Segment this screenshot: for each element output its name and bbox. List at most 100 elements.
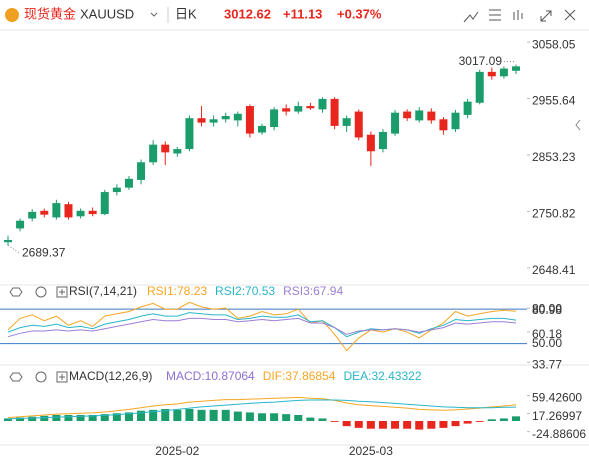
indicator-btn[interactable] xyxy=(463,11,479,23)
y-tick-label: 2853.23 xyxy=(532,150,576,164)
candle-body xyxy=(475,71,484,103)
macd-bar xyxy=(463,421,472,424)
reference-label: 50.00 xyxy=(532,336,562,350)
macd-bar xyxy=(354,421,363,428)
dropdown-arrow[interactable] xyxy=(150,12,158,17)
candle-body xyxy=(161,144,170,153)
macd-bar xyxy=(487,419,496,421)
y-tick-label: 59.42600 xyxy=(532,391,582,405)
settings-btn[interactable] xyxy=(489,9,501,21)
max-annotation: 3017.09 xyxy=(459,54,503,68)
y-tick-label: 17.26997 xyxy=(532,409,582,423)
candle-body xyxy=(100,192,109,215)
y-tick-label: 3058.05 xyxy=(532,37,576,51)
macd-bar xyxy=(112,413,121,421)
price: 3012.62 xyxy=(224,6,271,21)
expand-plus xyxy=(59,289,65,295)
macd-bar xyxy=(258,413,266,421)
macd-bar xyxy=(294,415,303,421)
macd-bar xyxy=(173,409,182,421)
x-tick-label: 2025-03 xyxy=(349,444,393,458)
period[interactable]: 日K xyxy=(175,6,197,21)
settings-icon[interactable] xyxy=(35,286,47,298)
macd-bar xyxy=(185,409,194,421)
macd-bar xyxy=(88,415,97,421)
y-tick-label: 33.77 xyxy=(532,357,562,371)
candle-body xyxy=(64,204,73,218)
candle-body xyxy=(88,210,97,215)
candle-body xyxy=(40,210,49,215)
macd-bar xyxy=(342,421,351,427)
rsi-header: RSI(7,14,21) xyxy=(9,284,137,298)
macd-bar xyxy=(233,411,242,421)
legend-entry: DIF:37.86854 xyxy=(263,369,336,383)
macd-bar xyxy=(64,415,73,421)
candle-body xyxy=(427,111,436,121)
candle-body xyxy=(415,110,424,121)
candle-body xyxy=(391,112,400,134)
macd-bar xyxy=(499,418,508,421)
macd-bar xyxy=(475,421,484,422)
macd-bar xyxy=(76,415,85,421)
macd-bar xyxy=(137,410,146,421)
candle-btn[interactable] xyxy=(513,10,523,20)
macd-bar xyxy=(439,421,448,428)
toolbar[interactable] xyxy=(463,9,576,23)
legend-entry: RSI1:78.23 xyxy=(147,284,207,298)
candle-body xyxy=(258,125,266,133)
candle-body xyxy=(294,106,303,112)
y-tick-label: 80.98 xyxy=(532,303,562,317)
candle-body xyxy=(209,119,218,123)
candle-body xyxy=(330,98,339,126)
macd-bar xyxy=(391,421,400,429)
macd-line xyxy=(7,399,517,420)
candle-body xyxy=(439,119,448,131)
panel-title: MACD(12,26,9) xyxy=(69,369,152,383)
symbol-name[interactable]: 现货黄金 xyxy=(24,6,76,21)
macd-bar xyxy=(427,421,436,429)
symbol-code[interactable]: XAUUSD xyxy=(80,6,134,21)
annotation-leader xyxy=(7,244,21,254)
settings-icon[interactable] xyxy=(35,371,47,383)
macd-bar xyxy=(197,409,206,421)
candle-body xyxy=(512,66,520,71)
macd-bar xyxy=(330,421,339,422)
candle-body xyxy=(124,178,133,188)
candle-body xyxy=(499,68,508,77)
candle-body xyxy=(282,108,291,112)
expand-icon[interactable] xyxy=(56,371,68,383)
candle-body xyxy=(318,98,327,110)
candle-body xyxy=(149,144,158,163)
candle-body xyxy=(463,101,472,115)
candle-body xyxy=(270,109,279,128)
macd-bar xyxy=(245,412,254,421)
macd-bar xyxy=(221,409,230,421)
candle-body xyxy=(342,118,351,126)
expand-plus xyxy=(59,374,65,380)
close-btn[interactable] xyxy=(564,9,576,21)
min-annotation: 2689.37 xyxy=(22,245,66,259)
candle-body xyxy=(487,71,496,77)
candle-body xyxy=(378,131,387,150)
candle-body xyxy=(221,115,230,120)
candle-body xyxy=(52,203,61,218)
fullscreen-btn[interactable] xyxy=(540,10,552,22)
legend-entry: DEA:32.43322 xyxy=(343,369,421,383)
macd-bar xyxy=(40,415,49,421)
macd-bar xyxy=(366,421,375,429)
candle-body xyxy=(28,211,37,219)
candle-body xyxy=(76,210,85,217)
header: 现货黄金 XAUUSD 日K 3012.62 +11.13 +0.37% xyxy=(5,6,576,23)
collapse-btn[interactable] xyxy=(575,119,581,131)
x-tick-label: 2025-02 xyxy=(155,444,199,458)
y-tick-label: 2750.82 xyxy=(532,207,576,221)
macd-header: MACD(12,26,9) xyxy=(9,369,152,383)
expand-icon[interactable] xyxy=(56,286,68,298)
legend-entry: RSI3:67.94 xyxy=(283,284,343,298)
panel-title: RSI(7,14,21) xyxy=(69,284,137,298)
macd-bar xyxy=(415,421,424,430)
candle-body xyxy=(403,111,412,119)
eye-icon[interactable] xyxy=(9,372,23,382)
eye-icon[interactable] xyxy=(9,287,23,297)
